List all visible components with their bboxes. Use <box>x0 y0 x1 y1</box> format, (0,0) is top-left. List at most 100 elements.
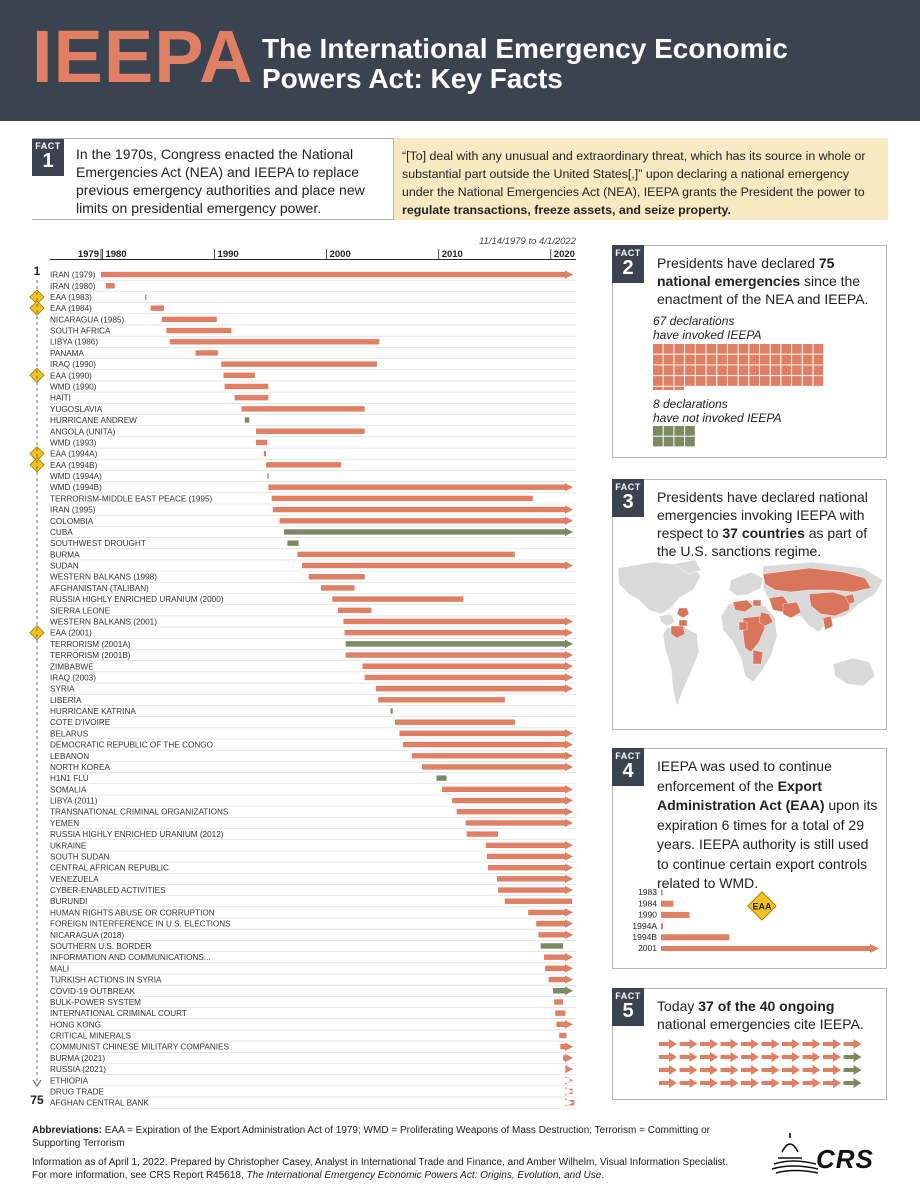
emergency-arrow-icon <box>802 1039 821 1049</box>
footer-abbr-text: EAA = Expiration of the Export Administr… <box>32 1125 710 1149</box>
emergency-bar-ongoing <box>565 1076 573 1085</box>
fact2-text: Presidents have declared 75 national eme… <box>657 254 882 308</box>
emergency-label: HONG KONG <box>50 1020 101 1029</box>
emergency-bar-ongoing <box>538 930 573 940</box>
emergency-bar-ongoing <box>498 885 573 895</box>
timeline-rows: IRAN (1979) IRAN (1980) EAA (1983) EAA (198… <box>50 271 576 1109</box>
emergency-bar-ongoing <box>411 751 573 760</box>
fact2-group2-label: 8 declarations have not invoked IEEPA <box>653 397 782 425</box>
fact2-panel: Presidents have declared 75 national eme… <box>612 245 887 458</box>
emergency-bar <box>244 417 250 423</box>
emergency-label: YUGOSLAVIA <box>50 405 103 414</box>
emergency-label: ANGOLA (UNITA) <box>50 427 116 436</box>
waffle-square <box>717 376 727 386</box>
waffle-square <box>663 386 674 390</box>
emergency-bar <box>263 450 267 457</box>
waffle-square <box>674 376 685 386</box>
emergency-bar-ongoing <box>548 975 573 984</box>
emergency-label: AFGHAN CENTRAL BANK <box>50 1099 149 1108</box>
fact4-badge: FACT 4 <box>612 748 644 786</box>
emergency-bar-ongoing <box>343 617 573 626</box>
waffle-square <box>749 365 759 376</box>
emergency-arrow-icon <box>843 1065 862 1075</box>
emergency-arrow-icon <box>679 1065 698 1075</box>
fact1-quote-bold: regulate transactions, freeze assets, an… <box>402 203 731 217</box>
eaa-bar <box>661 911 690 918</box>
emergency-bar-ongoing <box>560 1042 573 1051</box>
header-title: The International Emergency Economic Pow… <box>262 33 788 94</box>
waffle-square <box>781 344 792 354</box>
emergency-label: SOUTH SUDAN <box>50 852 110 861</box>
emergency-label: COLOMBIA <box>50 517 94 526</box>
x-tick-label: 1980 <box>105 249 126 260</box>
fact3-badge-label: FACT <box>615 482 641 492</box>
eaa-diamond-icon <box>29 457 45 473</box>
emergency-arrow-icon <box>741 1078 759 1088</box>
waffle-square <box>781 376 792 386</box>
emergency-label: IRAN (1995) <box>50 506 96 515</box>
emergency-label: EAA (1990) <box>50 371 92 380</box>
emergency-bar <box>241 406 365 412</box>
fact5-badge-number: 5 <box>622 1000 634 1022</box>
emergency-arrow-icon <box>741 1052 759 1062</box>
emergency-arrow-icon <box>720 1039 739 1049</box>
emergency-label: NICARAGUA (2018) <box>50 931 124 940</box>
emergency-bar-ongoing <box>375 684 573 693</box>
emergency-label: MALI <box>50 964 69 973</box>
emergency-label: BELARUS <box>50 729 89 738</box>
fact3-text-bold: 37 countries <box>722 525 805 541</box>
emergency-label: YEMEN <box>50 819 79 828</box>
emergency-bar-ongoing <box>402 740 573 749</box>
waffle-square <box>695 344 706 354</box>
emergency-label: IRAQ (1990) <box>50 360 96 369</box>
waffle-square <box>760 344 770 354</box>
footer-info-end: . <box>601 1170 605 1181</box>
emergency-bar <box>436 775 447 781</box>
fact5-badge-label: FACT <box>615 991 641 1001</box>
emergency-label: WMD (1994A) <box>50 472 102 481</box>
waffle-square <box>653 344 663 354</box>
emergency-bar-ongoing <box>485 841 573 850</box>
fact4-badge-number: 4 <box>622 760 634 782</box>
emergency-label: TRANSNATIONAL CRIMINAL ORGANIZATIONS <box>50 808 229 817</box>
counter-end: 75 <box>30 1093 44 1107</box>
waffle-square <box>685 365 695 376</box>
waffle-square <box>695 354 706 365</box>
emergency-label: ZIMBABWE <box>50 662 94 671</box>
emergency-label: TERRORISM-MIDDLE EAST PEACE (1995) <box>50 494 213 503</box>
waffle-square <box>813 354 824 365</box>
waffle-square <box>770 354 781 365</box>
emergency-label: WESTERN BALKANS (1998) <box>50 573 157 582</box>
timeline-x-axis: 1979 1980 1990 2000 2010 2020 <box>50 249 576 260</box>
timeline-date-range: 11/14/1979 to 4/1/2022 <box>479 236 577 247</box>
timeline-eaa-markers <box>29 289 45 641</box>
waffle-square <box>674 344 685 354</box>
emergency-arrow-icon <box>659 1052 677 1062</box>
emergency-timeline-chart: 11/14/1979 to 4/1/2022 1979 1980 1990 2000 2… <box>29 236 577 1109</box>
emergency-label: H1N1 FLU <box>50 774 89 783</box>
eaa-bar-label: 1984 <box>638 898 657 908</box>
emergency-label: VENEZUELA <box>50 875 99 884</box>
waffle-square <box>802 365 813 376</box>
fact5-text-c: national emergencies cite IEEPA. <box>657 1016 864 1032</box>
emergency-arrow-icon <box>700 1039 718 1049</box>
waffle-square <box>749 376 759 386</box>
fact2-group1-label-b: have invoked IEEPA <box>653 328 762 342</box>
emergency-label: HUMAN RIGHTS ABUSE OR CORRUPTION <box>50 908 215 917</box>
waffle-square <box>674 365 685 376</box>
fact3-badge: FACT 3 <box>612 479 644 517</box>
emergency-arrow-icon <box>782 1078 800 1088</box>
waffle-square <box>674 436 685 447</box>
fact4-text-c: upon its expiration 6 times for a total … <box>657 797 878 891</box>
footer-info-text: Information as of April 1, 2022. Prepare… <box>32 1157 729 1181</box>
emergency-label: NICARAGUA (1985) <box>50 315 124 324</box>
emergency-bar <box>378 697 505 703</box>
emergency-label: LIBERIA <box>50 696 82 705</box>
emergency-bar-ongoing <box>556 1020 573 1029</box>
emergency-bar-ongoing <box>344 628 573 637</box>
emergency-label: EAA (2001) <box>50 629 92 638</box>
emergency-bar-ongoing <box>272 505 573 514</box>
fact1-text: In the 1970s, Congress enacted the Natio… <box>76 146 365 216</box>
waffle-square <box>653 376 663 386</box>
